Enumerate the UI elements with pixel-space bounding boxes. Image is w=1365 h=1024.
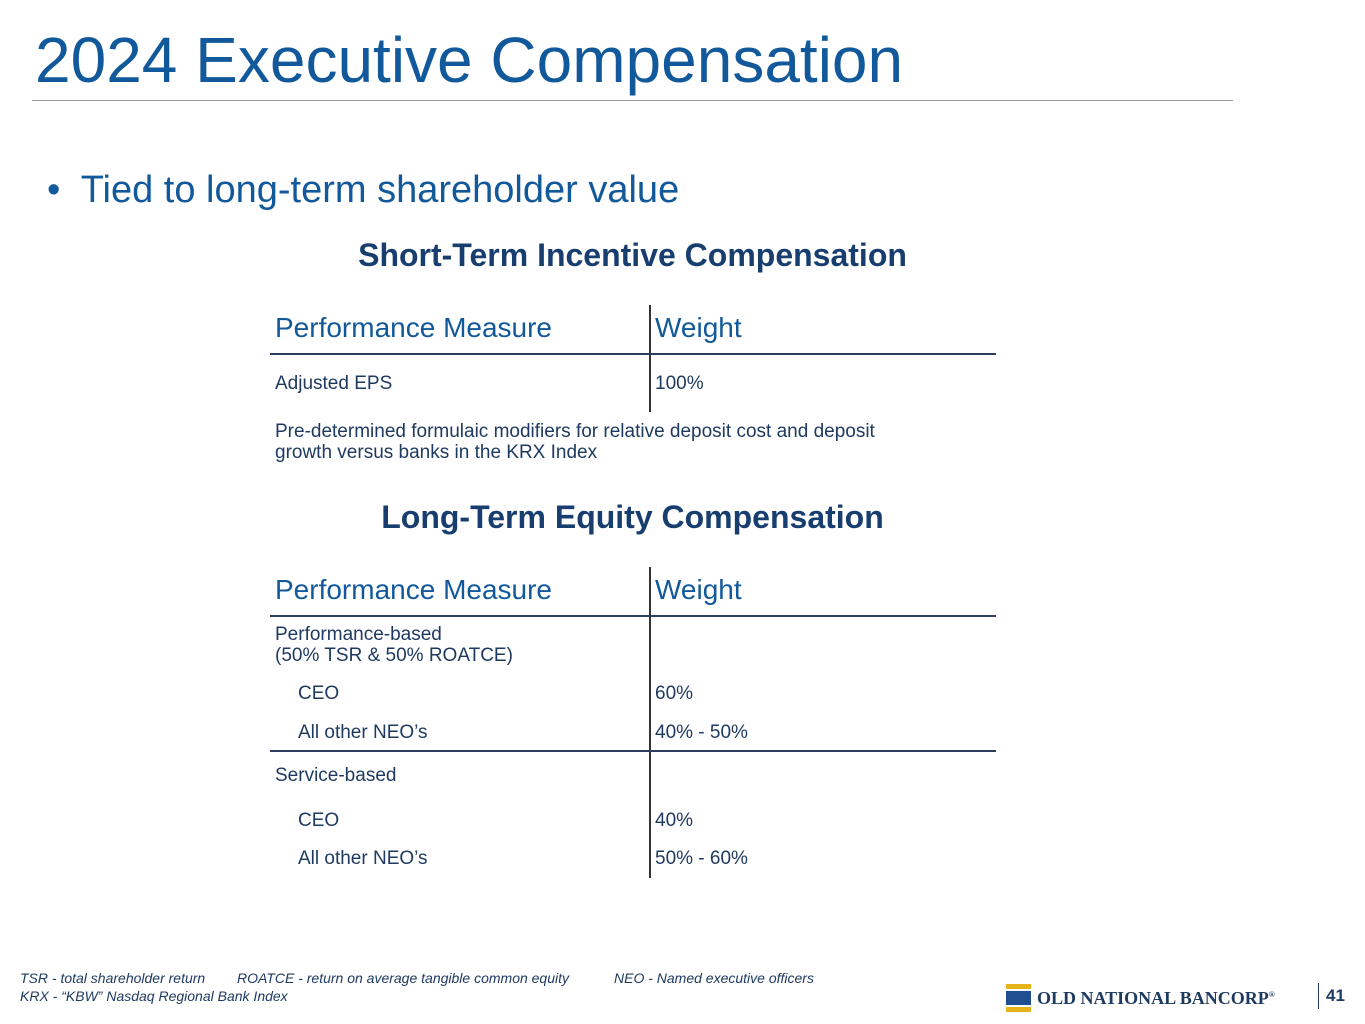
page-divider [1318, 983, 1319, 1009]
slide-title: 2024 Executive Compensation [35, 24, 904, 96]
table-note: Pre-determined formulaic modifiers for r… [275, 421, 875, 442]
footnote: NEO - Named executive officers [614, 970, 814, 986]
bullet: • Tied to long-term shareholder value [47, 169, 680, 211]
column-header: Performance Measure [275, 574, 553, 605]
table-cell: Adjusted EPS [275, 373, 393, 394]
column-header: Weight [655, 574, 742, 605]
table-cell: 60% [655, 683, 694, 704]
column-header: Performance Measure [275, 312, 553, 343]
logo-mark: ® [1268, 990, 1275, 999]
header-rule [270, 353, 996, 355]
footnote: KRX - “KBW” Nasdaq Regional Bank Index [20, 988, 288, 1004]
table-cell: 40% [655, 810, 694, 831]
page-number: 41 [1326, 986, 1345, 1005]
column-divider [649, 305, 651, 412]
group-rule [270, 750, 996, 752]
footnote: TSR - total shareholder return [20, 970, 206, 986]
footnote: ROATCE - return on average tangible comm… [237, 970, 570, 986]
table-cell: 100% [655, 373, 704, 394]
table-note: growth versus banks in the KRX Index [275, 442, 598, 463]
bullet-text: Tied to long-term shareholder value [80, 169, 680, 211]
table-cell: All other NEO’s [298, 848, 428, 869]
title-rule [32, 100, 1233, 101]
group-label: Service-based [275, 765, 397, 786]
column-divider [649, 567, 651, 878]
section-heading: Long-Term Equity Compensation [381, 499, 884, 535]
logo-icon [1006, 984, 1031, 1012]
column-header: Weight [655, 312, 742, 343]
table-cell: 50% - 60% [655, 848, 748, 869]
table-cell: CEO [298, 810, 340, 831]
logo-name: OLD NATIONAL BANCORP [1037, 988, 1269, 1008]
table-cell: 40% - 50% [655, 722, 748, 743]
header-rule [270, 615, 996, 617]
logo-text: OLD NATIONAL BANCORP® [1037, 989, 1275, 1007]
table-cell: All other NEO’s [298, 722, 428, 743]
table-cell: CEO [298, 683, 340, 704]
group-label: (50% TSR & 50% ROATCE) [275, 645, 513, 666]
section-heading: Short-Term Incentive Compensation [358, 237, 907, 273]
group-label: Performance-based [275, 624, 442, 645]
